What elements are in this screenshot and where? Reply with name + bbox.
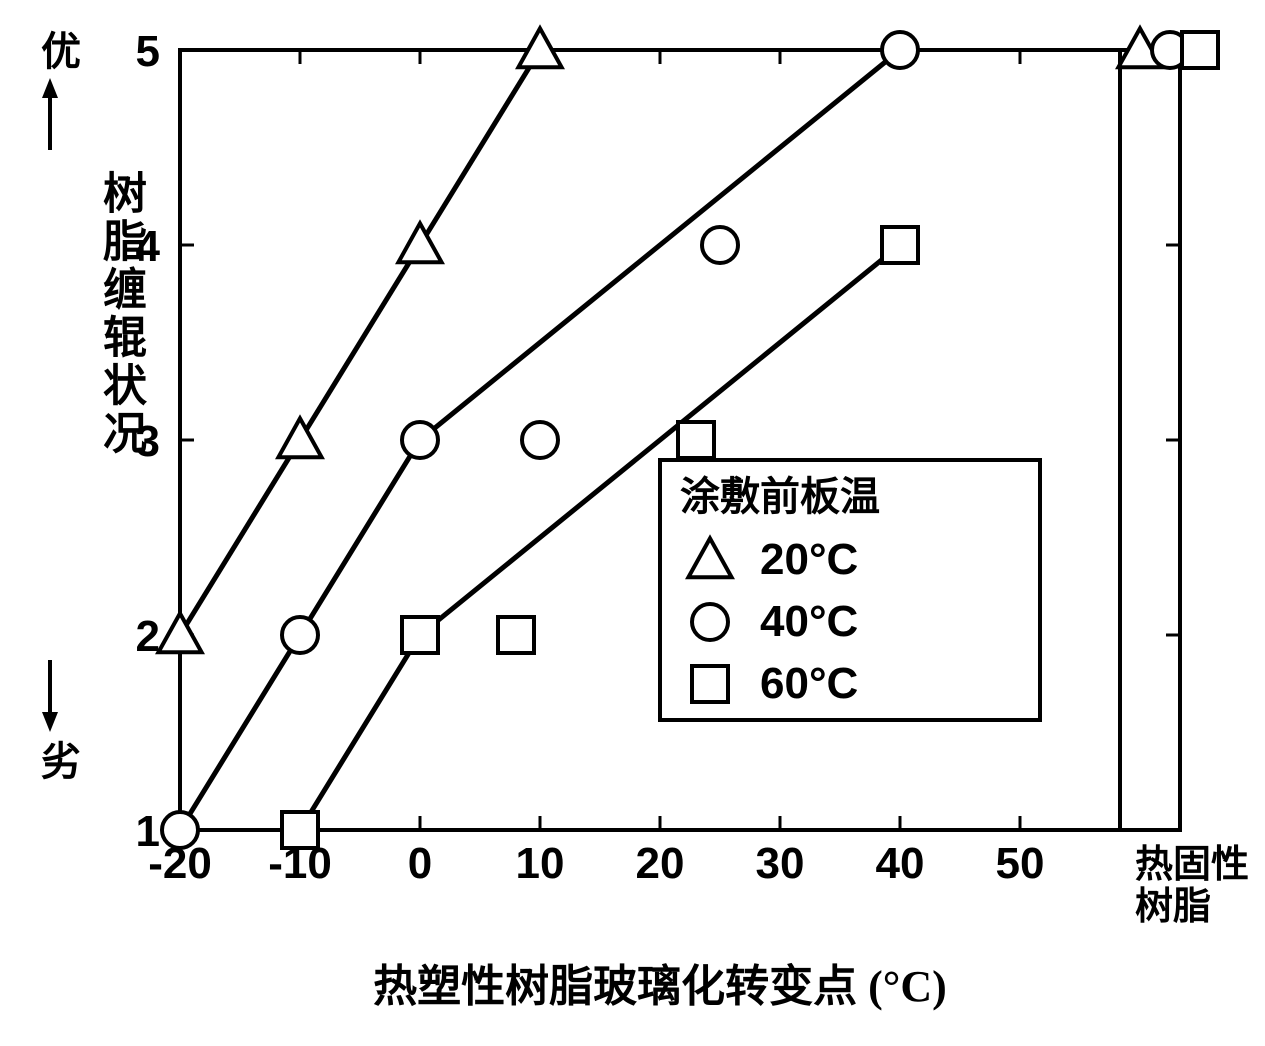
x-axis-label: 热塑性树脂玻璃化转变点 (°C) [280, 950, 1040, 1014]
y-bottom-label: 劣 [28, 740, 86, 780]
svg-text:40: 40 [876, 839, 925, 888]
x-extra-line2: 树脂 [1135, 886, 1211, 928]
chart-container: 树脂缠辊状况 优 劣 热塑性树脂玻璃化转变点 (°C) 热固性 树脂 -20-1… [20, 20, 1265, 1026]
svg-text:20°C: 20°C [760, 535, 858, 584]
svg-text:60°C: 60°C [760, 659, 858, 708]
svg-text:10: 10 [516, 839, 565, 888]
svg-text:涂敷前板温: 涂敷前板温 [680, 474, 880, 519]
svg-text:40°C: 40°C [760, 597, 858, 646]
y-axis-label: 树脂缠辊状况 [88, 170, 152, 458]
svg-text:0: 0 [408, 839, 432, 888]
svg-text:20: 20 [636, 839, 685, 888]
x-extra-line1: 热固性 [1135, 844, 1249, 886]
svg-text:30: 30 [756, 839, 805, 888]
svg-text:5: 5 [136, 27, 160, 76]
y-top-label: 优 [28, 30, 86, 70]
svg-text:1: 1 [136, 807, 160, 856]
x-extra-category: 热固性 树脂 [1135, 845, 1249, 929]
chart-svg: -20-100102030405012345涂敷前板温20°C40°C60°C [20, 20, 1265, 1026]
svg-text:50: 50 [996, 839, 1045, 888]
